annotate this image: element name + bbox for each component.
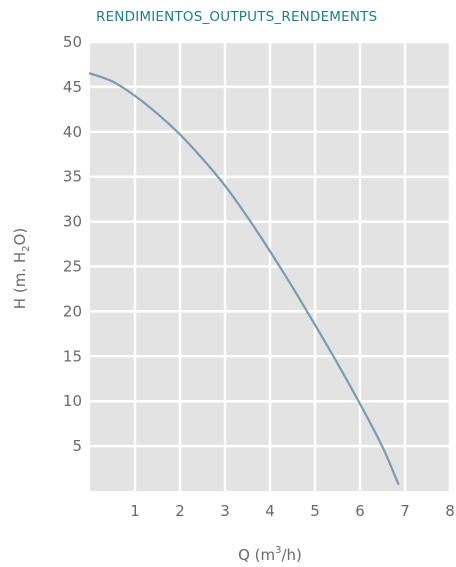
x-tick-label: 6 <box>355 502 365 520</box>
y-tick-label: 45 <box>63 78 82 96</box>
x-tick-label: 8 <box>445 502 455 520</box>
x-axis-label-superscript: 3 <box>275 545 281 556</box>
x-tick-label: 3 <box>220 502 230 520</box>
y-tick-label: 30 <box>63 213 82 231</box>
y-axis-label: H (m. H2O) <box>11 228 32 309</box>
y-tick-label: 40 <box>63 123 82 141</box>
y-tick-label: 25 <box>63 258 82 276</box>
y-axis-label-prefix: H (m. H <box>11 252 29 309</box>
y-tick-label: 5 <box>72 437 82 455</box>
y-tick-label: 10 <box>63 392 82 410</box>
x-axis-label-suffix: /h) <box>282 546 302 564</box>
y-tick-label: 50 <box>63 33 82 51</box>
x-axis-label-prefix: Q (m <box>238 546 275 564</box>
grid-lines <box>90 40 452 491</box>
series-line-h-q <box>88 72 400 485</box>
y-axis-label-subscript: 2 <box>21 245 32 251</box>
x-axis-label: Q (m3/h) <box>238 545 302 564</box>
x-tick-label: 2 <box>175 502 185 520</box>
y-tick-label: 20 <box>63 302 82 320</box>
chart-title: RENDIMIENTOS_OUTPUTS_RENDEMENTS <box>96 9 378 25</box>
y-tick-label: 15 <box>63 347 82 365</box>
x-tick-label: 7 <box>400 502 410 520</box>
y-tick-label: 35 <box>63 168 82 186</box>
x-tick-label: 1 <box>130 502 140 520</box>
y-axis-label-suffix: O) <box>11 228 29 246</box>
x-tick-label: 4 <box>265 502 275 520</box>
x-tick-label: 5 <box>310 502 320 520</box>
